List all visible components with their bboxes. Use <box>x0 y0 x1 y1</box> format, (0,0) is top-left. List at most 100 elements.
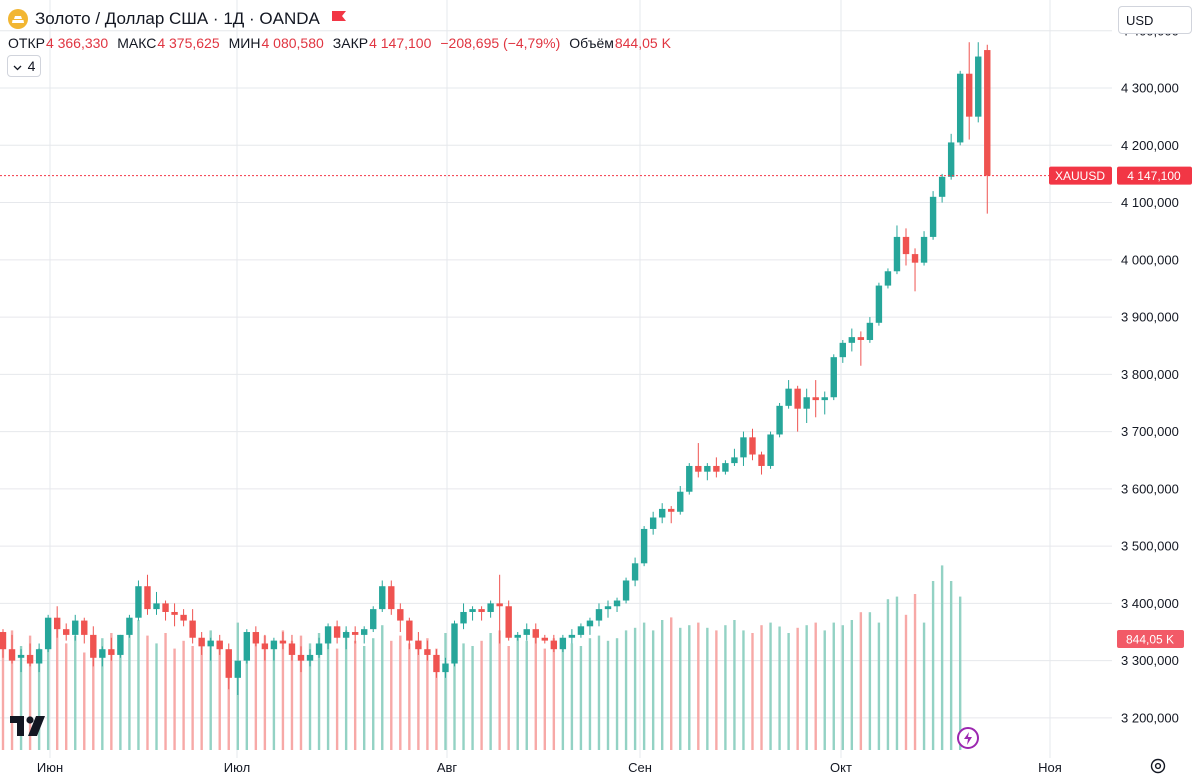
candle-body <box>749 437 756 455</box>
tradingview-logo-icon[interactable] <box>10 716 46 743</box>
indicators-count: 4 <box>27 58 36 74</box>
candle-body <box>966 73 973 117</box>
candle-body <box>261 643 269 650</box>
candle-body <box>640 528 648 564</box>
candle-body <box>812 397 819 401</box>
volume-bar <box>688 625 691 750</box>
volume-bar <box>480 640 483 750</box>
candle-body <box>568 634 576 638</box>
volume-bar <box>10 630 14 750</box>
candle-body <box>478 609 485 612</box>
volume-bar <box>597 635 601 750</box>
volume-bar <box>588 638 592 750</box>
volume-bar <box>642 622 646 750</box>
candle-body <box>911 254 919 263</box>
candle-body <box>153 603 160 610</box>
volume-bar <box>534 633 537 750</box>
volume-bar <box>760 625 763 750</box>
volume-bar <box>290 640 294 750</box>
y-tick-label: 3 600,000 <box>1121 481 1179 496</box>
volume-bar <box>65 643 68 750</box>
volume-tag-bg <box>1117 630 1184 648</box>
volume-bar <box>272 646 276 750</box>
volume-bar <box>805 625 808 750</box>
volume-bar <box>552 638 556 750</box>
candle-body <box>893 236 901 272</box>
candle-body <box>415 640 422 650</box>
volume-bar <box>28 635 32 750</box>
symbol-tag-label: XAUUSD <box>1055 169 1105 183</box>
volume-bar <box>335 648 339 750</box>
candle-body <box>929 196 937 237</box>
volume-bar <box>146 635 149 750</box>
candle-body <box>875 285 883 323</box>
low-value: 4 080,580 <box>261 35 324 51</box>
lightning-icon[interactable] <box>957 727 979 749</box>
volume-bar <box>814 622 817 750</box>
volume-bar <box>633 627 637 750</box>
candle-body <box>207 640 214 647</box>
y-tick-label: 4 000,000 <box>1121 252 1179 267</box>
volume-bar <box>426 638 429 750</box>
volume-bar <box>796 627 799 750</box>
volume-bar <box>507 646 510 750</box>
x-tick-label: Сен <box>628 760 652 775</box>
y-tick-label: 4 200,000 <box>1121 138 1179 153</box>
candle-body <box>559 637 567 650</box>
volume-bar <box>706 627 709 750</box>
candle-body <box>342 632 350 638</box>
indicators-toggle[interactable]: 4 <box>7 55 41 77</box>
candle-body <box>35 649 43 664</box>
gold-symbol-icon[interactable] <box>8 9 28 29</box>
volume-bar <box>471 646 474 750</box>
last-price-tag-label: 4 147,100 <box>1127 169 1181 183</box>
candle-body <box>379 586 386 610</box>
volume-value: 844,05 K <box>614 35 671 51</box>
candle-body <box>288 643 296 655</box>
volume-bar <box>606 640 610 750</box>
volume-bar <box>895 596 899 750</box>
candle-body <box>776 405 783 435</box>
volume-bar <box>724 625 727 750</box>
gear-icon[interactable] <box>1149 757 1167 780</box>
candle-body <box>53 617 61 630</box>
volume-bar <box>570 643 574 750</box>
x-tick-label: Ноя <box>1038 760 1062 775</box>
volume-bar <box>372 638 375 750</box>
candle-body <box>496 603 503 607</box>
candle-body <box>351 632 359 635</box>
volume-bar <box>435 648 438 750</box>
candle-body <box>370 609 377 630</box>
y-tick-label: 4 100,000 <box>1121 195 1179 210</box>
currency-selector[interactable]: USD <box>1118 6 1192 34</box>
chart-title[interactable]: Золото / Доллар США · 1Д · OANDA <box>35 9 320 28</box>
candle-body <box>975 56 982 117</box>
volume-bar <box>850 620 854 750</box>
time-axis[interactable]: Июн Июл Авг Сен Окт Ноя <box>37 760 1062 775</box>
close-value: 4 147,100 <box>369 35 432 51</box>
volume-bar <box>679 627 682 750</box>
candle-body <box>234 660 241 678</box>
candle-body <box>902 236 910 255</box>
volume-bar <box>561 640 565 750</box>
y-tick-label: 3 900,000 <box>1121 310 1179 325</box>
candle-body <box>947 142 955 177</box>
candle-body <box>451 623 458 664</box>
candle-body <box>785 388 792 406</box>
volume-bar <box>128 625 131 750</box>
candle-body <box>577 626 585 635</box>
candle-body <box>469 609 476 612</box>
volume-bar <box>489 633 492 750</box>
volume-bar <box>949 581 953 750</box>
candle-body <box>144 586 151 610</box>
flag-icon[interactable] <box>331 9 346 29</box>
x-tick-label: Июл <box>224 760 250 775</box>
volume-bar <box>877 622 881 750</box>
symbol-tag-bg <box>1049 166 1112 185</box>
symbol-price-tag: XAUUSD 4 147,100 <box>1049 166 1192 185</box>
candle-body <box>839 342 846 358</box>
candle-body <box>99 649 106 658</box>
price-axis[interactable]: 3 200,000 3 300,000 3 400,000 3 500,000 3 60… <box>1121 23 1179 725</box>
candle-body <box>514 634 521 638</box>
